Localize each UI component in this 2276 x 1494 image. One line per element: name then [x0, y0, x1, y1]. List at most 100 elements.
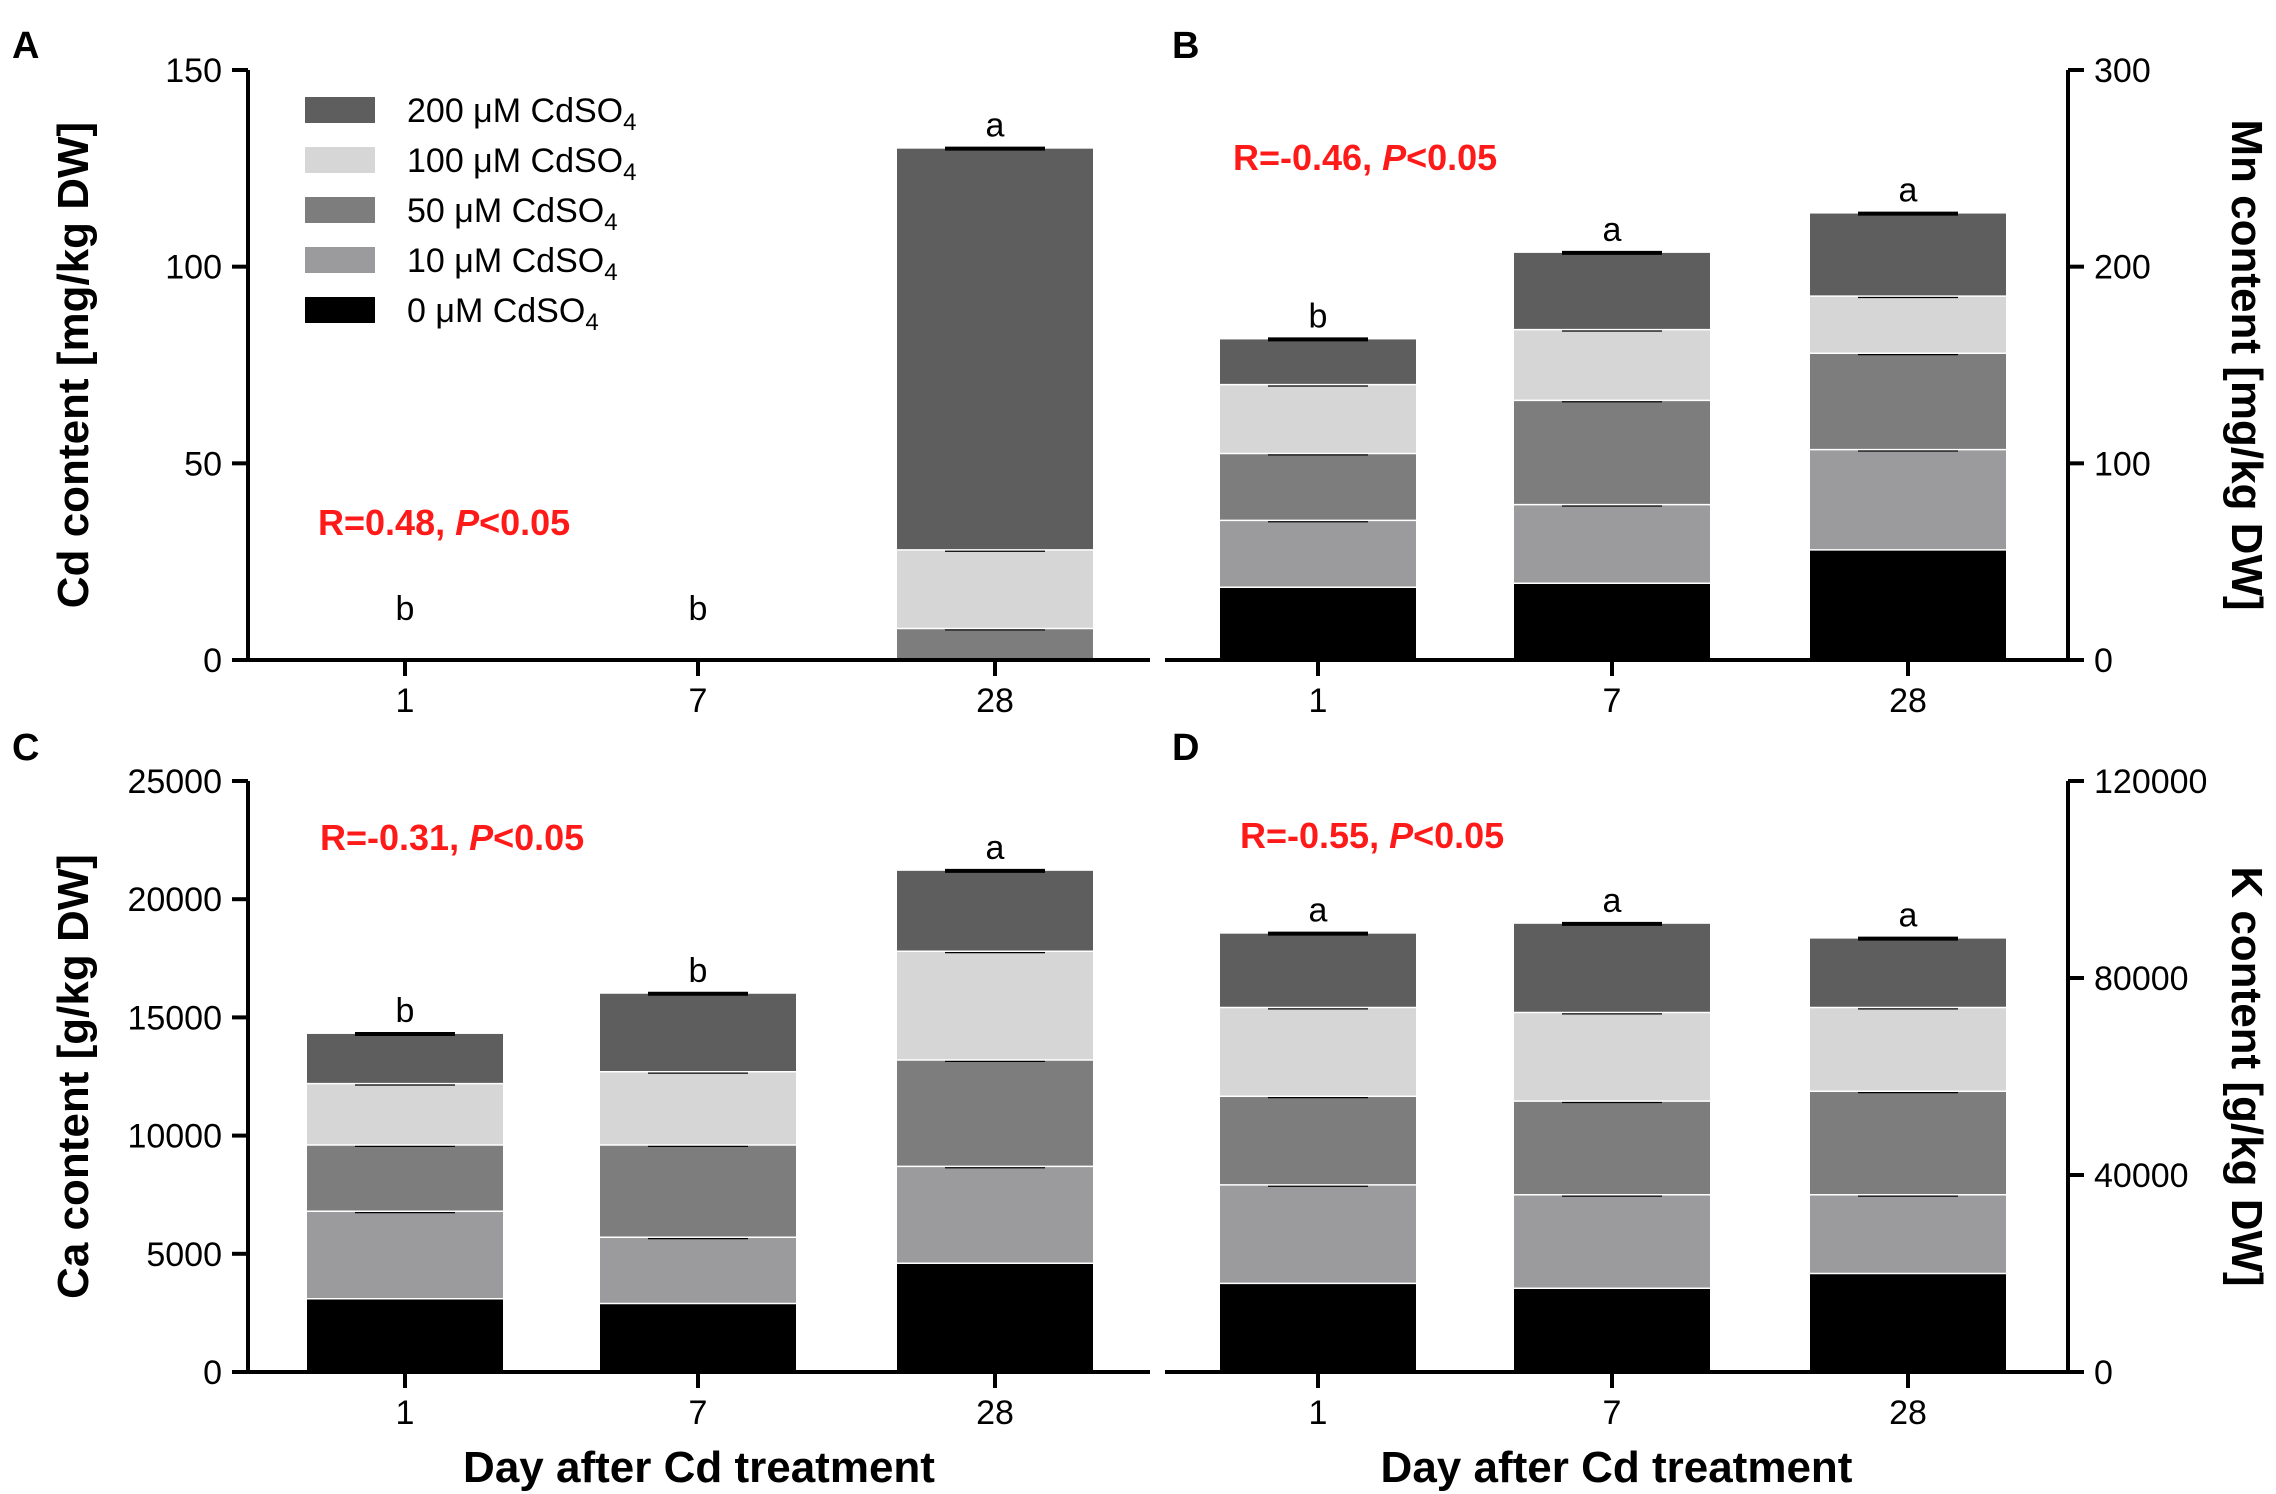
bar-segment-s10-day-7: [1514, 1194, 1710, 1289]
x-tick-label: 28: [1889, 682, 1927, 720]
y-axis-title: Cd content [mg/kg DW]: [49, 122, 98, 608]
bar-segment-s10-day-28: [897, 1166, 1093, 1264]
y-tick-label: 100: [2094, 445, 2151, 483]
bar-segment-s100-day-1: [1220, 384, 1416, 454]
significance-letter: b: [396, 590, 415, 628]
bar-segment-s200-day-7: [1514, 923, 1710, 1013]
bar-segment-s0-day-1: [1220, 587, 1416, 660]
significance-letter: b: [1309, 297, 1328, 335]
correlation-stat: R=-0.46, P<0.05: [1233, 137, 1497, 178]
y-tick-label: 120000: [2094, 763, 2207, 801]
correlation-stat: R=-0.55, P<0.05: [1240, 815, 1504, 856]
bar-segment-s10-day-1: [1220, 1184, 1416, 1284]
bar-segment-s200-day-7: [1514, 252, 1710, 330]
bar-segment-s50-day-7: [600, 1145, 796, 1238]
bar-segment-s100-day-7: [600, 1071, 796, 1146]
legend: 200 μM CdSO4 100 μM CdSO4 50 μM CdSO4 10 μM…: [305, 92, 636, 336]
y-tick-label: 15000: [127, 999, 222, 1037]
y-tick-label: 0: [203, 1354, 222, 1392]
bar-segment-s50-day-7: [1514, 400, 1710, 505]
y-tick-label: 0: [2094, 642, 2113, 680]
bar-segment-s10-day-1: [307, 1211, 503, 1299]
legend-swatch-s200: [305, 97, 375, 123]
bar-segment-s50-day-28: [1810, 1091, 2006, 1195]
bar-segment-s100-day-28: [1810, 296, 2006, 354]
y-tick-label: 200: [2094, 249, 2151, 287]
bar-segment-s10-day-28: [1810, 449, 2006, 550]
correlation-stat: R=-0.31, P<0.05: [320, 817, 584, 858]
significance-letter: a: [1603, 211, 1622, 249]
significance-letter: b: [396, 992, 415, 1030]
y-tick-label: 100: [165, 249, 222, 287]
bar-segment-s10-day-28: [1810, 1194, 2006, 1274]
panel-letter: D: [1172, 727, 1199, 769]
y-tick-label: 25000: [127, 763, 222, 801]
bar-segment-s200-day-1: [307, 1033, 503, 1084]
significance-letter: a: [1899, 897, 1918, 935]
bar-segment-s0-day-28: [1810, 1273, 2006, 1372]
legend-swatch-s50: [305, 197, 375, 223]
significance-letter: a: [1603, 882, 1622, 920]
bar-segment-s50-day-1: [1220, 453, 1416, 521]
x-tick-label: 7: [1603, 1394, 1622, 1432]
y-axis-title: K content [g/kg DW]: [2222, 866, 2271, 1286]
bar-segment-s200-day-28: [897, 870, 1093, 952]
legend-label: 100 μM CdSO4: [407, 142, 636, 186]
y-tick-label: 10000: [127, 1118, 222, 1156]
significance-letter: a: [986, 107, 1005, 145]
panel-letter: C: [12, 727, 39, 769]
bar-segment-s100-day-7: [1514, 1012, 1710, 1102]
panel-b: Bb a a 0 100 200 300 1 7 28 Mn content [mg/kg DW] R…: [1165, 25, 2271, 720]
x-axis-title: Day after Cd treatment: [463, 1443, 935, 1492]
bar-segment-s50-day-28: [1810, 353, 2006, 450]
y-tick-label: 0: [2094, 1354, 2113, 1392]
bar-segment-s200-day-1: [1220, 339, 1416, 385]
bar-segment-s100-day-28: [897, 951, 1093, 1060]
panel-letter: A: [12, 25, 39, 67]
y-tick-label: 150: [165, 52, 222, 90]
x-tick-label: 1: [1309, 1394, 1328, 1432]
bar-segment-s100-day-1: [1220, 1007, 1416, 1097]
x-tick-label: 28: [1889, 1394, 1927, 1432]
bar-segment-s200-day-28: [1810, 938, 2006, 1008]
x-tick-label: 1: [396, 1394, 415, 1432]
panel-a: Ab b a 0 50 100 150 1 7 28 Cd content [mg/kg DW] R=…: [12, 25, 1150, 720]
bar-segment-s50-day-1: [1220, 1096, 1416, 1185]
bar-segment-s50-day-28: [897, 628, 1093, 660]
bar-segment-s100-day-1: [307, 1083, 503, 1146]
y-tick-label: 0: [203, 642, 222, 680]
significance-letter: a: [986, 829, 1005, 867]
x-axis-title: Day after Cd treatment: [1381, 1443, 1853, 1492]
y-axis-title: Mn content [mg/kg DW]: [2222, 119, 2271, 610]
x-tick-label: 28: [976, 1394, 1014, 1432]
bar-segment-s0-day-7: [1514, 583, 1710, 660]
y-tick-label: 300: [2094, 52, 2151, 90]
bar-segment-s0-day-1: [307, 1298, 503, 1372]
bar-segment-s0-day-28: [1810, 549, 2006, 660]
legend-label: 50 μM CdSO4: [407, 192, 618, 236]
x-tick-label: 1: [1309, 682, 1328, 720]
y-tick-label: 20000: [127, 881, 222, 919]
significance-letter: b: [689, 952, 708, 990]
bar-segment-s100-day-28: [1810, 1007, 2006, 1092]
panel-c: Cb b a 0 5000 10000 15000 20000 25000 1 7 28 Ca cont…: [12, 727, 1150, 1492]
y-tick-label: 40000: [2094, 1157, 2189, 1195]
legend-swatch-s0: [305, 297, 375, 323]
panel-letter: B: [1172, 25, 1199, 67]
y-tick-label: 50: [184, 445, 222, 483]
bar-segment-s200-day-7: [600, 993, 796, 1072]
bar-segment-s10-day-1: [1220, 520, 1416, 588]
y-axis-title: Ca content [g/kg DW]: [49, 854, 98, 1299]
correlation-stat: R=0.48, P<0.05: [318, 502, 570, 543]
panel-d: Da a a 0 40000 80000 120000 1 7 28 K content [g/kg…: [1165, 727, 2271, 1492]
bar-segment-s100-day-7: [1514, 329, 1710, 401]
x-tick-label: 7: [1603, 682, 1622, 720]
bar-segment-s50-day-7: [1514, 1101, 1710, 1195]
bar-segment-s50-day-1: [307, 1145, 503, 1212]
y-tick-label: 80000: [2094, 960, 2189, 998]
bar-segment-s0-day-1: [1220, 1283, 1416, 1372]
legend-swatch-s10: [305, 247, 375, 273]
legend-label: 200 μM CdSO4: [407, 92, 636, 136]
bar-segment-s50-day-28: [897, 1059, 1093, 1167]
